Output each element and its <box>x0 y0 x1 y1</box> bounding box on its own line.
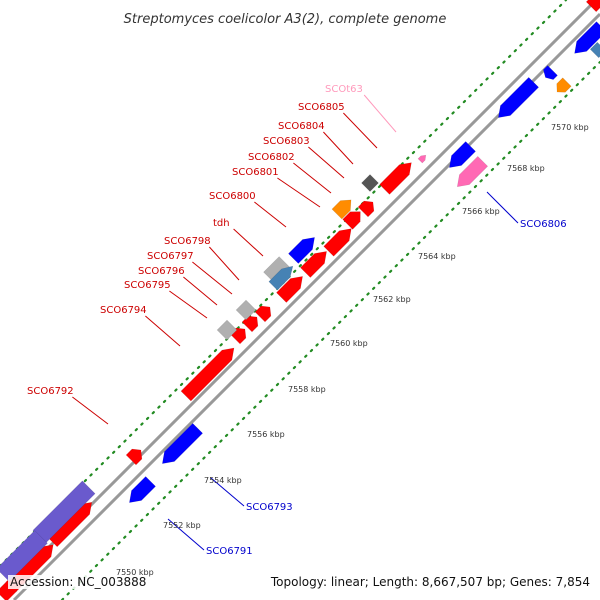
gene-label-reverse: SCO6791 <box>206 546 253 557</box>
gene-label-reverse: SCO6806 <box>520 219 567 230</box>
reverse-gene-arrow <box>574 21 600 54</box>
label-leader-line <box>210 477 245 507</box>
rna-gene-arrow <box>456 155 489 188</box>
forward-gene-arrow <box>357 200 375 218</box>
reverse-gene-arrow <box>129 476 156 503</box>
reverse-gene-arrow <box>162 423 203 464</box>
label-leaders <box>72 94 519 551</box>
genome-title: Streptomyces coelicolor A3(2), complete … <box>124 12 447 27</box>
label-leader-line <box>293 162 332 194</box>
trna-gene-arrow <box>417 154 427 164</box>
forward-gene-arrow <box>180 347 235 402</box>
label-leader-line <box>233 228 264 257</box>
footer: Accession: NC_003888 Topology: linear; L… <box>0 571 600 593</box>
gene-label-forward: SCO6802 <box>248 152 295 163</box>
scale-tick-label: 7556 kbp <box>247 430 285 439</box>
label-leader-line <box>308 146 345 179</box>
label-leader-line <box>183 276 218 306</box>
forward-gene-arrow <box>323 228 352 257</box>
accession-text: Accession: NC_003888 <box>8 575 149 589</box>
scale-tick-label: 7554 kbp <box>204 476 242 485</box>
gene-label-forward: SCO6800 <box>209 191 256 202</box>
gene-label-forward: SCO6797 <box>147 251 194 262</box>
label-leader-line <box>363 94 397 133</box>
scale-tick-label: 7568 kbp <box>507 164 545 173</box>
ruler-dots-2 <box>60 60 600 600</box>
forward-gene-arrow <box>276 276 303 303</box>
gene-label-forward: SCOt63 <box>325 84 363 95</box>
forward-gene-arrow <box>125 448 143 466</box>
steel-gene-arrow <box>268 265 294 291</box>
reverse-gene-arrow <box>449 141 476 168</box>
reverse-gene-arrow <box>543 65 558 80</box>
label-leader-line <box>277 177 321 208</box>
gene-label-forward: tdh <box>213 218 230 229</box>
gene-label-forward: SCO6801 <box>232 167 279 178</box>
scale-tick-label: 7552 kbp <box>163 521 201 530</box>
scale-tick-label: 7566 kbp <box>462 207 500 216</box>
scale-tick-label: 7570 kbp <box>551 123 589 132</box>
gene-label-forward: SCO6798 <box>164 236 211 247</box>
forward-gene-arrow <box>342 211 361 230</box>
scale-tick-label: 7550 kbp <box>116 568 154 577</box>
scale-tick-label: 7562 kbp <box>373 295 411 304</box>
label-leader-line <box>169 290 208 319</box>
label-leader-line <box>486 191 519 224</box>
steel-gene-arrow <box>589 41 600 59</box>
label-leader-line <box>72 396 109 425</box>
gene-label-forward: SCO6805 <box>298 102 345 113</box>
forward-gene-arrow <box>300 251 327 278</box>
gene-label-forward: SCO6796 <box>138 266 185 277</box>
topology-text: Topology: linear; Length: 8,667,507 bp; … <box>268 575 592 589</box>
forward-gene-arrow <box>585 0 600 13</box>
orange-gene-arrow <box>556 77 572 93</box>
forward-gene-arrow <box>288 237 315 264</box>
lavender-gene-arrow <box>0 530 48 582</box>
gray-gene-box <box>361 174 379 192</box>
label-leader-line <box>209 246 240 281</box>
forward-gene-arrow <box>254 305 272 323</box>
reverse-gene-arrow <box>498 77 539 118</box>
label-leader-line <box>343 112 378 149</box>
gray-gene-box <box>235 299 257 321</box>
gene-label-forward: SCO6794 <box>100 305 147 316</box>
scale-tick-label: 7564 kbp <box>418 252 456 261</box>
label-leader-line <box>145 315 181 347</box>
gray-gene-box <box>216 319 238 341</box>
forward-gene-arrow <box>379 162 412 195</box>
label-leader-line <box>167 518 205 551</box>
gene-labels: 7550 kbp 7552 kbp 7554 kbp 7556 kbp 7558 kbp… <box>27 84 589 577</box>
orange-gene-arrow <box>331 199 352 220</box>
gene-label-forward: SCO6795 <box>124 280 171 291</box>
gene-label-forward: SCO6792 <box>27 386 74 397</box>
gene-label-forward: SCO6803 <box>263 136 310 147</box>
label-leader-line <box>192 261 233 295</box>
label-leader-line <box>323 131 354 165</box>
scale-tick-label: 7558 kbp <box>288 385 326 394</box>
scale-tick-label: 7560 kbp <box>330 339 368 348</box>
label-leader-line <box>254 201 287 228</box>
gene-label-forward: SCO6804 <box>278 121 325 132</box>
gene-label-reverse: SCO6793 <box>246 502 293 513</box>
